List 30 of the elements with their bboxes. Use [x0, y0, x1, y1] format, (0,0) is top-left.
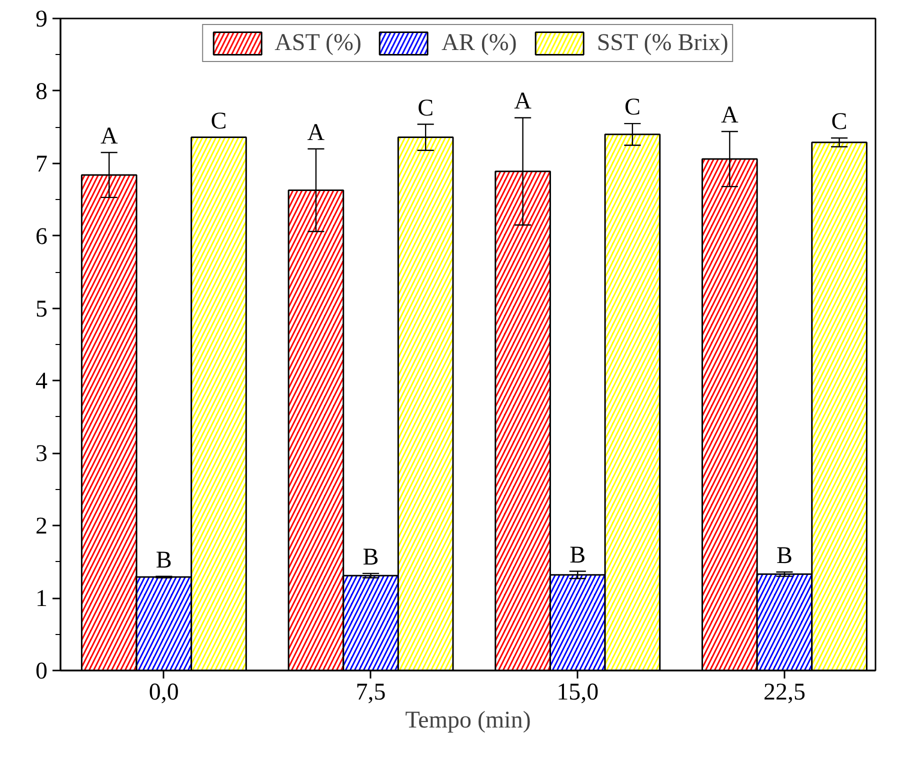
x-tick-label: 22,5 [763, 680, 806, 706]
data-label: C [210, 108, 227, 134]
data-label: A [721, 102, 740, 129]
data-label: A [100, 124, 118, 150]
data-label: B [776, 542, 792, 569]
data-label: C [418, 95, 434, 122]
data-label: A [307, 120, 326, 146]
legend-label: SST (% Brix) [596, 30, 728, 56]
data-label: B [570, 542, 586, 568]
y-tick-label: 6 [36, 224, 48, 250]
y-tick-label: 1 [36, 586, 48, 612]
data-label: B [362, 544, 379, 570]
x-axis-title: Tempo (min) [405, 708, 531, 734]
x-tick-label: 0,0 [148, 680, 179, 706]
x-tick-label: 7,5 [356, 680, 386, 706]
y-tick-label: 0 [36, 658, 48, 684]
data-label: C [831, 109, 848, 136]
y-tick-label: 4 [36, 368, 48, 395]
x-tick-label: 15,0 [556, 680, 599, 706]
y-tick-label: 8 [36, 78, 48, 105]
data-label: A [514, 88, 532, 115]
y-tick-label: 7 [36, 151, 48, 178]
y-tick-label: 5 [36, 296, 48, 322]
legend-label: AST (%) [274, 30, 362, 56]
y-tick-label: 9 [36, 6, 48, 32]
legend-label: AR (%) [441, 30, 517, 56]
y-tick-label: 3 [36, 441, 48, 468]
data-label: C [624, 94, 640, 121]
y-tick-label: 2 [36, 514, 48, 540]
data-label: B [156, 547, 172, 574]
